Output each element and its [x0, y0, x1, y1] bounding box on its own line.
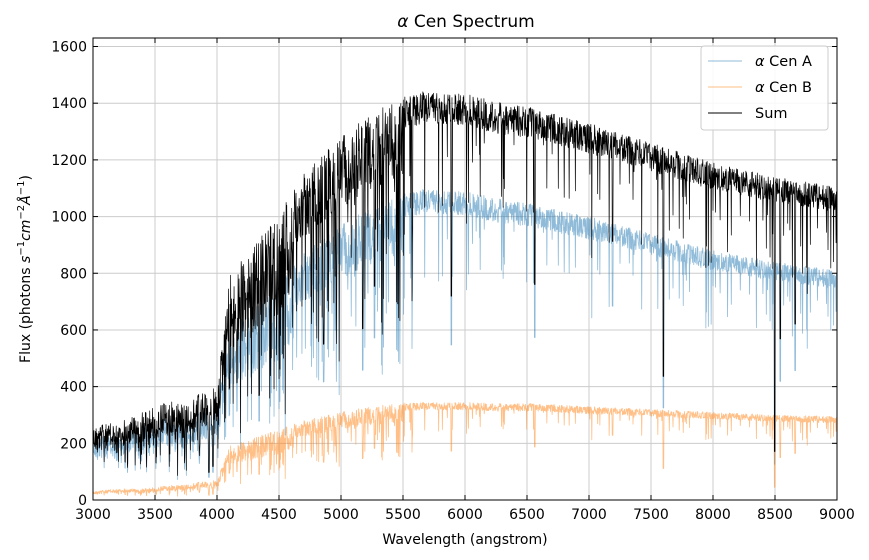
- x-tick-label: 5500: [385, 507, 421, 523]
- chart-title: α Cen Spectrum: [397, 12, 535, 32]
- x-axis-title: Wavelength (angstrom): [382, 532, 547, 548]
- x-tick-label: 7500: [633, 507, 669, 523]
- y-tick-label: 400: [60, 380, 87, 396]
- y-tick-label: 1600: [51, 40, 87, 56]
- x-tick-label: 3500: [137, 507, 173, 523]
- y-tick-label: 1400: [51, 96, 87, 112]
- axis-ticks: 3000 3500 4000 4500 5000 5500 6000 6500 7000 7500…: [51, 38, 855, 523]
- y-tick-label: 0: [78, 493, 87, 509]
- legend-box: [700, 45, 829, 131]
- y-title-part-3: −1: [16, 241, 27, 256]
- y-title-part-5: −2: [16, 205, 27, 220]
- series-layer: [93, 91, 837, 497]
- x-tick-label: 3000: [75, 507, 111, 523]
- series-line-cen-a: [93, 189, 837, 481]
- legend-label-cen-b: α Cen B: [755, 80, 812, 96]
- x-tick-label: 5000: [323, 507, 359, 523]
- x-tick-label: 7000: [571, 507, 607, 523]
- x-tick-label: 6000: [447, 507, 483, 523]
- y-title-part-2: s: [18, 256, 34, 263]
- y-title-part-6: Å: [17, 195, 34, 206]
- legend-label-sum: Sum: [755, 106, 788, 122]
- x-tick-label: 8500: [757, 507, 793, 523]
- x-tick-label: 6500: [509, 507, 545, 523]
- y-tick-label: 1200: [51, 153, 87, 169]
- chart-title-alpha: α: [397, 12, 408, 32]
- legend: α Cen A α Cen B Sum: [700, 45, 829, 131]
- x-tick-label: 8000: [695, 507, 731, 523]
- y-tick-label: 600: [60, 323, 87, 339]
- y-axis-title: Flux (photons s−1cm−2Å−1): [16, 175, 34, 363]
- x-tick-label: 9000: [819, 507, 855, 523]
- y-title-part-4: cm: [18, 220, 34, 241]
- series-line-sum: [93, 91, 837, 476]
- y-title-part-8: ): [18, 175, 34, 180]
- y-title-part-1: Flux (photons: [18, 263, 34, 363]
- y-title-part-7: −1: [16, 180, 27, 195]
- x-tick-label: 4500: [261, 507, 297, 523]
- y-tick-label: 800: [60, 266, 87, 282]
- legend-label-cen-a: α Cen A: [755, 54, 812, 70]
- y-tick-label: 1000: [51, 210, 87, 226]
- x-tick-label: 4000: [199, 507, 235, 523]
- chart-title-text: Cen Spectrum: [408, 12, 534, 32]
- y-tick-label: 200: [60, 436, 87, 452]
- series-line-cen-b: [93, 402, 837, 497]
